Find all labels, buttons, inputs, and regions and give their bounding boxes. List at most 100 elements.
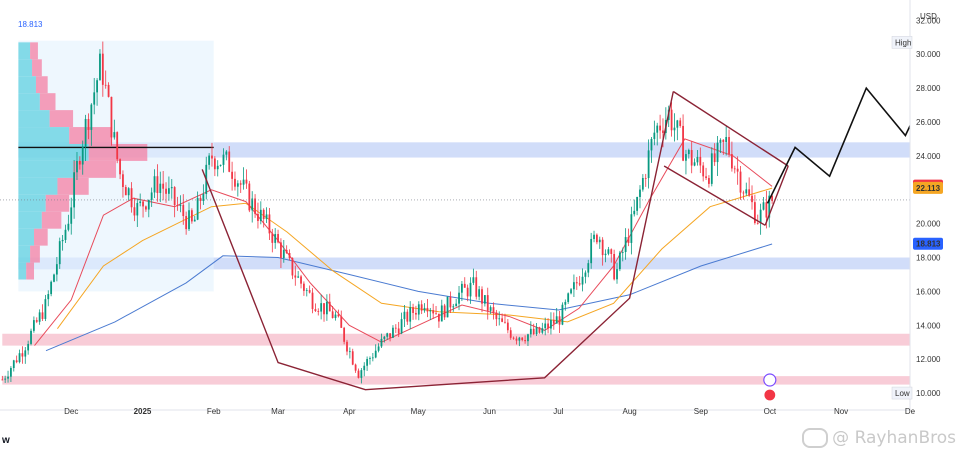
candle-body bbox=[173, 187, 176, 206]
volume-profile-sell-bar bbox=[45, 194, 70, 212]
candle-body bbox=[696, 156, 699, 163]
candle-body bbox=[96, 80, 98, 93]
event-icons[interactable] bbox=[763, 373, 777, 402]
candle-body bbox=[190, 210, 193, 222]
candle-body bbox=[334, 314, 337, 318]
time-tick-label: De bbox=[905, 407, 916, 416]
time-tick-label: Apr bbox=[343, 407, 356, 416]
price-tick-label: 30.000 bbox=[916, 50, 941, 59]
candle-body bbox=[303, 283, 305, 291]
candle-body bbox=[81, 146, 84, 165]
candle-body bbox=[228, 151, 231, 172]
volume-profile-buy-bar bbox=[18, 144, 89, 161]
candle-body bbox=[682, 125, 684, 161]
candle-body bbox=[552, 319, 555, 324]
candle-body bbox=[236, 183, 239, 187]
candle-body bbox=[242, 179, 245, 185]
candle-body bbox=[366, 359, 369, 366]
candle-body bbox=[486, 295, 489, 311]
price-axis-background bbox=[910, 0, 968, 410]
candle-body bbox=[440, 305, 443, 322]
candle-body bbox=[762, 202, 765, 210]
candle-body bbox=[153, 176, 156, 193]
candle-body bbox=[320, 303, 323, 312]
candle-body bbox=[673, 127, 676, 131]
candle-body bbox=[291, 257, 294, 276]
candle-body bbox=[564, 301, 567, 305]
price-tick-label: 14.000 bbox=[916, 321, 941, 330]
price-axis[interactable]: USD 32.00030.00028.00026.00024.00022.000… bbox=[891, 0, 968, 410]
candle-body bbox=[116, 132, 119, 160]
candle-body bbox=[262, 209, 265, 220]
candle-body bbox=[613, 253, 616, 280]
pink-zone bbox=[2, 376, 911, 385]
candle-body bbox=[748, 189, 751, 196]
candle-body bbox=[498, 318, 501, 320]
candle-body bbox=[679, 120, 682, 126]
candle-body bbox=[739, 171, 742, 193]
blue-zone bbox=[18, 142, 910, 158]
time-axis[interactable]: Dec 2025 Feb Mar Apr May Jun Jul Aug Sep Oct Nov De bbox=[0, 407, 916, 416]
candle-body bbox=[466, 287, 469, 297]
candle-body bbox=[693, 162, 696, 166]
candle-body bbox=[547, 323, 549, 329]
candle-body bbox=[168, 188, 170, 194]
volume-profile-sell-bar bbox=[26, 262, 35, 280]
candle-body bbox=[35, 320, 38, 322]
candle-body bbox=[331, 311, 334, 318]
candle-body bbox=[213, 158, 216, 170]
time-tick-label: Mar bbox=[271, 407, 285, 416]
candle-body bbox=[380, 338, 383, 347]
candle-body bbox=[478, 289, 481, 297]
candle-body bbox=[348, 351, 351, 353]
candle-body bbox=[282, 249, 285, 258]
candle-body bbox=[742, 192, 745, 194]
candle-body bbox=[50, 281, 53, 295]
flag-upper-line bbox=[672, 90, 789, 167]
candle-body bbox=[351, 351, 354, 365]
candle-body bbox=[300, 276, 302, 284]
volume-profile-buy-bar bbox=[18, 211, 42, 229]
candle-body bbox=[429, 310, 432, 312]
price-tick-label: 16.000 bbox=[916, 287, 941, 296]
candle-body bbox=[147, 199, 150, 210]
candle-body bbox=[415, 312, 417, 315]
volume-profile-buy-bar bbox=[18, 127, 70, 144]
candle-body bbox=[702, 165, 705, 177]
annotation-box bbox=[891, 36, 913, 49]
candle-body bbox=[182, 204, 185, 217]
pink-zone bbox=[2, 333, 911, 346]
candle-body bbox=[438, 313, 440, 322]
price-tick-label: 10.000 bbox=[916, 389, 941, 398]
candle-body bbox=[394, 327, 397, 329]
volume-profile-buy-bar bbox=[18, 177, 58, 195]
candle-body bbox=[317, 311, 320, 312]
candle-body bbox=[159, 183, 162, 193]
candle-body bbox=[239, 183, 242, 185]
candle-body bbox=[719, 139, 722, 143]
candle-body bbox=[314, 309, 317, 312]
volume-profile bbox=[18, 40, 214, 292]
volume-profile-sell-bar bbox=[30, 42, 38, 60]
candle-body bbox=[285, 249, 288, 254]
tradingview-logo: w bbox=[2, 435, 10, 446]
candle-body bbox=[610, 249, 613, 254]
candle-body bbox=[662, 130, 664, 133]
volume-profile-sell-bar bbox=[57, 177, 89, 195]
candle-body bbox=[4, 378, 7, 380]
price-tick-label: 18.000 bbox=[916, 254, 941, 263]
price-tick-label: 32.000 bbox=[916, 16, 941, 25]
time-tick-label: Aug bbox=[623, 407, 637, 416]
candle-body bbox=[10, 368, 12, 377]
candle-body bbox=[475, 277, 478, 297]
candle-body bbox=[101, 53, 104, 85]
volume-profile-sell-bar bbox=[30, 245, 40, 263]
candle-body bbox=[21, 353, 24, 357]
price-badge bbox=[913, 237, 943, 250]
candle-body bbox=[616, 269, 618, 280]
candle-body bbox=[277, 234, 279, 243]
candle-body bbox=[251, 198, 254, 211]
candle-body bbox=[521, 337, 524, 341]
candle-body bbox=[705, 176, 707, 179]
